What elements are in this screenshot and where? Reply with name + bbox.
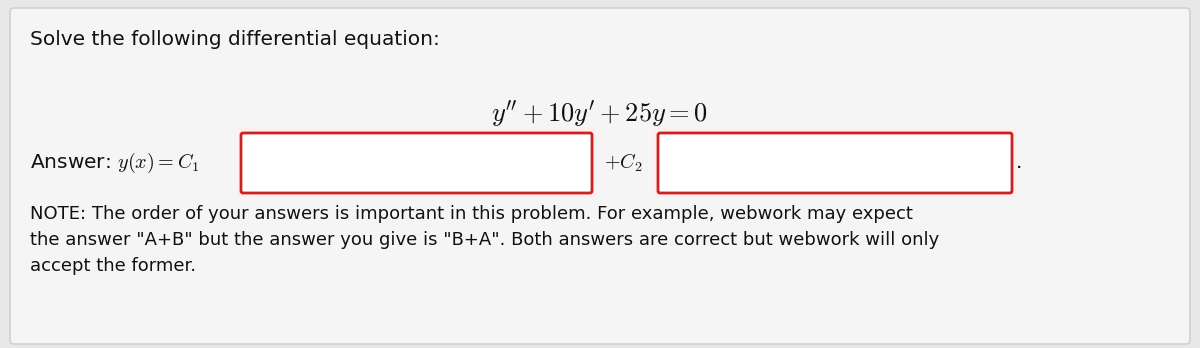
FancyBboxPatch shape	[10, 8, 1190, 344]
Text: Answer: $y(x) = C_1$: Answer: $y(x) = C_1$	[30, 151, 199, 175]
Text: .: .	[1016, 153, 1022, 173]
FancyBboxPatch shape	[241, 133, 592, 193]
Text: NOTE: The order of your answers is important in this problem. For example, webwo: NOTE: The order of your answers is impor…	[30, 205, 913, 223]
FancyBboxPatch shape	[654, 128, 1016, 198]
Text: $+C_2$: $+C_2$	[604, 152, 642, 174]
FancyBboxPatch shape	[658, 133, 1012, 193]
FancyBboxPatch shape	[238, 128, 596, 198]
Text: accept the former.: accept the former.	[30, 257, 196, 275]
Text: Solve the following differential equation:: Solve the following differential equatio…	[30, 30, 440, 49]
Text: $y'' + 10y' + 25y = 0$: $y'' + 10y' + 25y = 0$	[492, 98, 708, 129]
Text: the answer "A+B" but the answer you give is "B+A". Both answers are correct but : the answer "A+B" but the answer you give…	[30, 231, 940, 249]
